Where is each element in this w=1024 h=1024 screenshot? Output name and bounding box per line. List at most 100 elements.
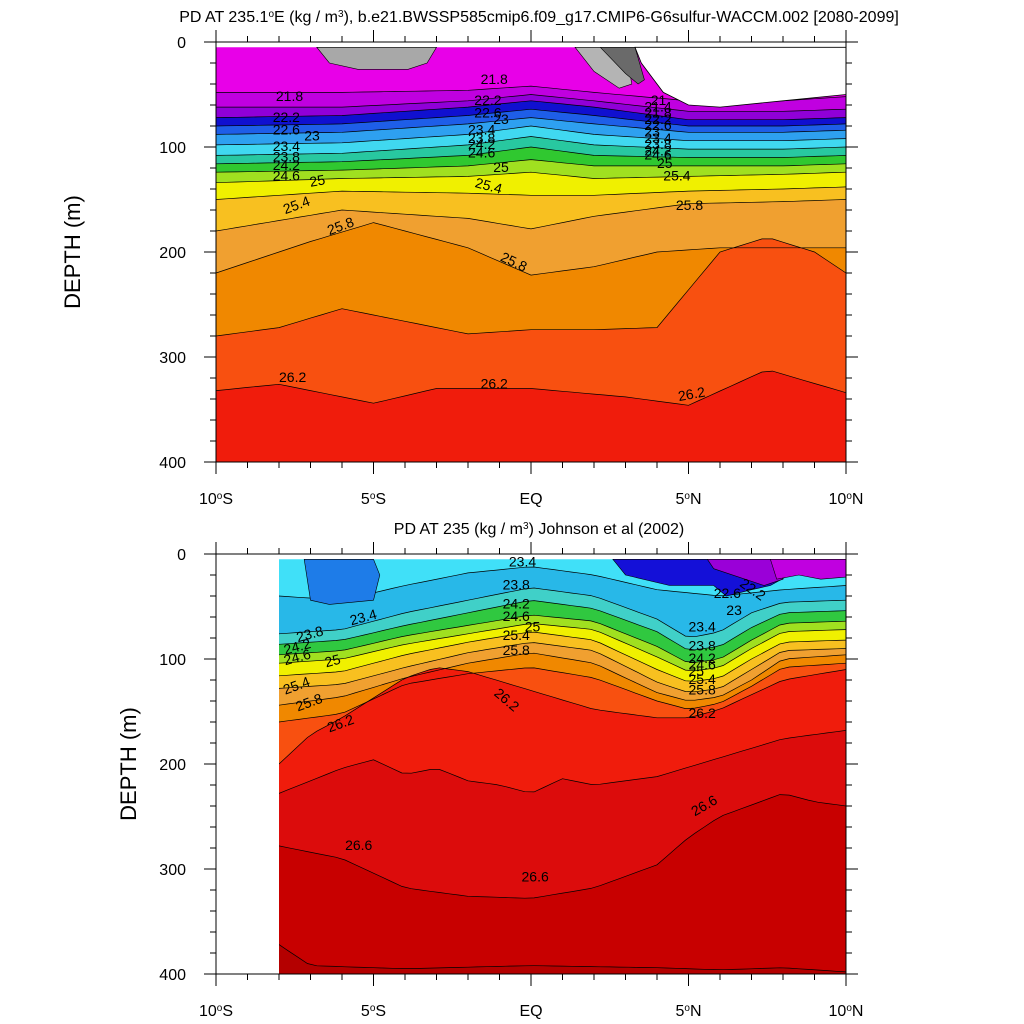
contour-label: 25.8 <box>503 642 530 658</box>
contour-label: 24.2 <box>644 142 671 158</box>
contour-label: 24.6 <box>644 147 671 163</box>
contour-label: 25 <box>493 159 509 175</box>
contour-label: 23.4 <box>348 606 379 629</box>
x-tick-label: EQ <box>519 1003 542 1020</box>
contour-line <box>216 117 846 135</box>
contour-label: 23.4 <box>644 130 671 146</box>
y-tick-label: 200 <box>159 757 186 774</box>
contour-line <box>279 794 846 899</box>
contour-label: 21 <box>651 92 667 108</box>
contour-label: 25 <box>308 171 326 189</box>
contour-label: 24.6 <box>503 608 530 624</box>
contour-label: 25 <box>657 155 673 171</box>
contour-line <box>216 159 846 173</box>
contour-label: 23 <box>493 111 509 127</box>
contour-label: 21.4 <box>644 98 671 114</box>
contour-line <box>279 730 846 794</box>
contour-label: 24.2 <box>273 157 300 173</box>
contour-label: 23.4 <box>273 138 300 154</box>
contour-region <box>599 47 645 85</box>
contour-label: 21.8 <box>644 105 671 121</box>
contour-line <box>279 944 846 973</box>
y-tick-label: 0 <box>177 35 186 52</box>
contour-label: 26.2 <box>481 376 508 392</box>
contour-label: 24.2 <box>282 635 313 658</box>
x-tick-label: 5oS <box>361 491 386 509</box>
contour-line <box>216 171 846 184</box>
y-tick-label: 200 <box>159 245 186 262</box>
x-tick-label: 10oS <box>199 491 233 509</box>
x-tick-label: 5oS <box>361 1003 386 1021</box>
y-tick-label: 0 <box>177 547 186 564</box>
contour-label: 26.6 <box>522 869 549 885</box>
contour-line <box>279 623 846 672</box>
contour-label: 22.6 <box>273 121 300 137</box>
contour-label: 22.2 <box>644 111 671 127</box>
contour-label: 23 <box>304 128 320 144</box>
contour-band <box>279 944 846 974</box>
contour-line <box>279 631 846 682</box>
contour-label: 22.6 <box>714 585 741 601</box>
contour-line <box>216 125 846 146</box>
y-axis-label: DEPTH (m) <box>116 707 141 821</box>
contour-label: 23.8 <box>468 130 495 146</box>
contour-label: 25 <box>323 651 342 671</box>
contour-label: 25.4 <box>503 627 530 643</box>
y-tick-label: 300 <box>159 350 186 367</box>
contour-label: 26.2 <box>689 705 716 721</box>
y-tick-label: 400 <box>159 967 186 984</box>
contour-region <box>769 559 846 580</box>
contour-label: 26.2 <box>677 384 707 405</box>
contour-label: 26.6 <box>345 837 372 853</box>
contour-label: 22.2 <box>474 92 501 108</box>
contour-line <box>279 652 846 706</box>
x-tick-label: EQ <box>519 491 542 508</box>
contour-label: 25.4 <box>689 671 716 687</box>
contour-label: 26.2 <box>279 369 306 385</box>
x-tick-label: 10oS <box>199 1003 233 1021</box>
chart-title: PD AT 235 (kg / m3) Johnson et al (2002) <box>394 521 684 539</box>
contour-label: 23.8 <box>689 638 716 654</box>
missing-data-region <box>634 46 846 108</box>
y-tick-label: 100 <box>159 652 186 669</box>
contour-label: 25 <box>689 663 705 679</box>
contour-line <box>279 600 846 651</box>
contour-label: 23 <box>726 602 742 618</box>
contour-label: 23 <box>644 124 660 140</box>
contour-label: 23.8 <box>295 623 326 646</box>
contour-line <box>216 222 846 276</box>
contour-label: 24.2 <box>468 136 495 152</box>
contour-label: 25.8 <box>676 197 703 213</box>
contour-label: 23.4 <box>509 554 536 570</box>
contour-line <box>216 146 846 165</box>
x-tick-label: 5oN <box>675 1003 701 1021</box>
contour-label: 24.2 <box>689 650 716 666</box>
x-tick-label: 10oN <box>829 1003 864 1021</box>
contour-line <box>279 587 846 638</box>
contour-line <box>216 100 846 121</box>
contour-line <box>216 199 846 232</box>
contour-label: 25.4 <box>663 168 690 184</box>
contour-label: 24.6 <box>689 657 716 673</box>
contour-label: 24.6 <box>468 145 495 161</box>
contour-label: 23.8 <box>644 136 671 152</box>
contour-fill <box>279 559 846 974</box>
y-tick-label: 100 <box>159 140 186 157</box>
contour-label: 25.4 <box>474 174 505 197</box>
x-tick-label: 10oN <box>829 491 864 509</box>
contour-label: 24.6 <box>282 646 313 669</box>
contour-label: 24.6 <box>273 168 300 184</box>
contour-line <box>279 667 846 765</box>
contour-label: 21.8 <box>276 88 303 104</box>
contour-label: 25.8 <box>689 682 716 698</box>
contour-label: 23.8 <box>503 577 530 593</box>
contour-fill <box>216 46 846 462</box>
contour-line <box>216 108 846 127</box>
contour-line <box>216 94 846 112</box>
contour-label: 25 <box>525 619 541 635</box>
contour-line <box>216 370 846 406</box>
contour-line <box>279 642 846 693</box>
y-axis-label: DEPTH (m) <box>60 195 85 309</box>
